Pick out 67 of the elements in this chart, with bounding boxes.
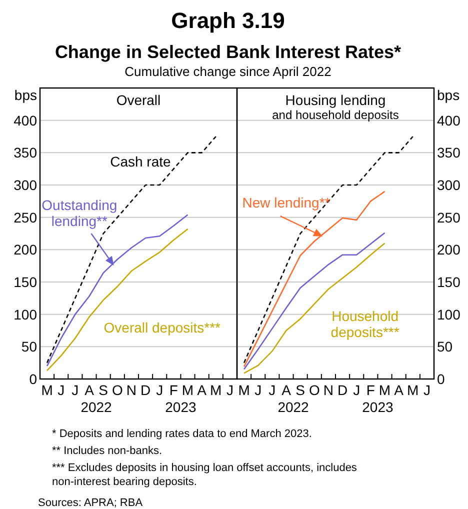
x-tick-label: A	[84, 382, 95, 398]
x-tick-label: A	[394, 382, 404, 398]
x-tick-label: S	[98, 382, 108, 398]
text: ** Includes non-banks.	[52, 445, 162, 457]
y2-tick-label: 200	[437, 242, 461, 258]
x-tick-label: J	[58, 382, 65, 398]
x-tick-label: M	[238, 382, 250, 398]
y2-tick-label: 400	[437, 112, 461, 128]
text: 2022	[80, 399, 112, 415]
line-series	[243, 136, 414, 364]
x-tick-label: F	[366, 382, 375, 398]
y-tick-label: 200	[14, 242, 38, 258]
series-label: New lending**	[242, 194, 331, 210]
series-label: Household deposits***	[330, 308, 400, 340]
series-label: Outstanding lending**	[42, 197, 118, 230]
x-tick-label: S	[296, 382, 305, 398]
y-tick-label: 400	[14, 112, 38, 128]
text: *** Excludes deposits in housing loan offset accounts, includes non-interest bearing deposits.	[52, 462, 358, 488]
series-label: Cash rate	[110, 154, 172, 170]
source-note: Sources: APRA; RBA	[38, 497, 144, 509]
x-tick-label: A	[282, 382, 292, 398]
x-tick-label: F	[169, 382, 178, 398]
x-tick-label: N	[126, 382, 137, 398]
text: Change in Selected Bank Interest Rates*	[54, 42, 402, 62]
caption: Graph 3.19	[171, 8, 285, 33]
text: Cumulative change since April 2022	[124, 64, 332, 79]
text: 2023	[165, 399, 196, 415]
y-tick-label: 350	[14, 144, 38, 161]
y-tick-label: 300	[14, 177, 38, 193]
x-tick-label: D	[140, 382, 151, 398]
x-tick-label: J	[254, 382, 262, 398]
x-tick-label: M	[407, 382, 419, 398]
x-tick-label: J	[72, 382, 79, 398]
x-tick-label: M	[41, 382, 53, 398]
x-tick-label: M	[182, 382, 194, 398]
y2-tick-label: 150	[437, 274, 461, 290]
y-tick-label: 50	[21, 338, 38, 355]
text: 2023	[362, 399, 394, 415]
y-tick-label: 250	[14, 209, 38, 226]
x-tick-label: N	[323, 382, 334, 398]
y2-tick-label: 300	[437, 177, 461, 193]
series-label: Overall deposits***	[104, 319, 222, 336]
y2-tick-label: 350	[437, 144, 461, 161]
x-tick-label: J	[156, 382, 164, 398]
x-tick-label: M	[378, 382, 391, 398]
x-tick-label: M	[210, 382, 222, 398]
text: * Deposits and lending rates data to end March 2023.	[52, 428, 312, 440]
x-tick-label: J	[423, 382, 430, 398]
y2-tick-label: 0	[437, 371, 445, 387]
x-tick-label: J	[226, 382, 234, 398]
y-tick-label: 100	[14, 306, 38, 322]
x-tick-label: A	[197, 382, 208, 398]
text: 2022	[278, 399, 310, 415]
y-tick-label: 150	[14, 274, 38, 290]
y2-tick-label: 250	[437, 209, 461, 226]
x-tick-label: O	[308, 382, 320, 398]
y-axis-title: bps	[14, 87, 37, 103]
y2-tick-label: 50	[437, 338, 453, 355]
x-tick-label: O	[112, 382, 123, 398]
text: Housing lending and household deposits	[272, 92, 399, 122]
chart-title: Overall	[116, 92, 161, 108]
x-tick-label: J	[268, 382, 276, 398]
y2-axis-title: bps	[437, 87, 460, 103]
y-tick-label: 0	[29, 371, 38, 387]
x-tick-label: D	[337, 382, 348, 398]
y2-tick-label: 100	[437, 306, 461, 322]
x-tick-label: J	[353, 382, 360, 398]
